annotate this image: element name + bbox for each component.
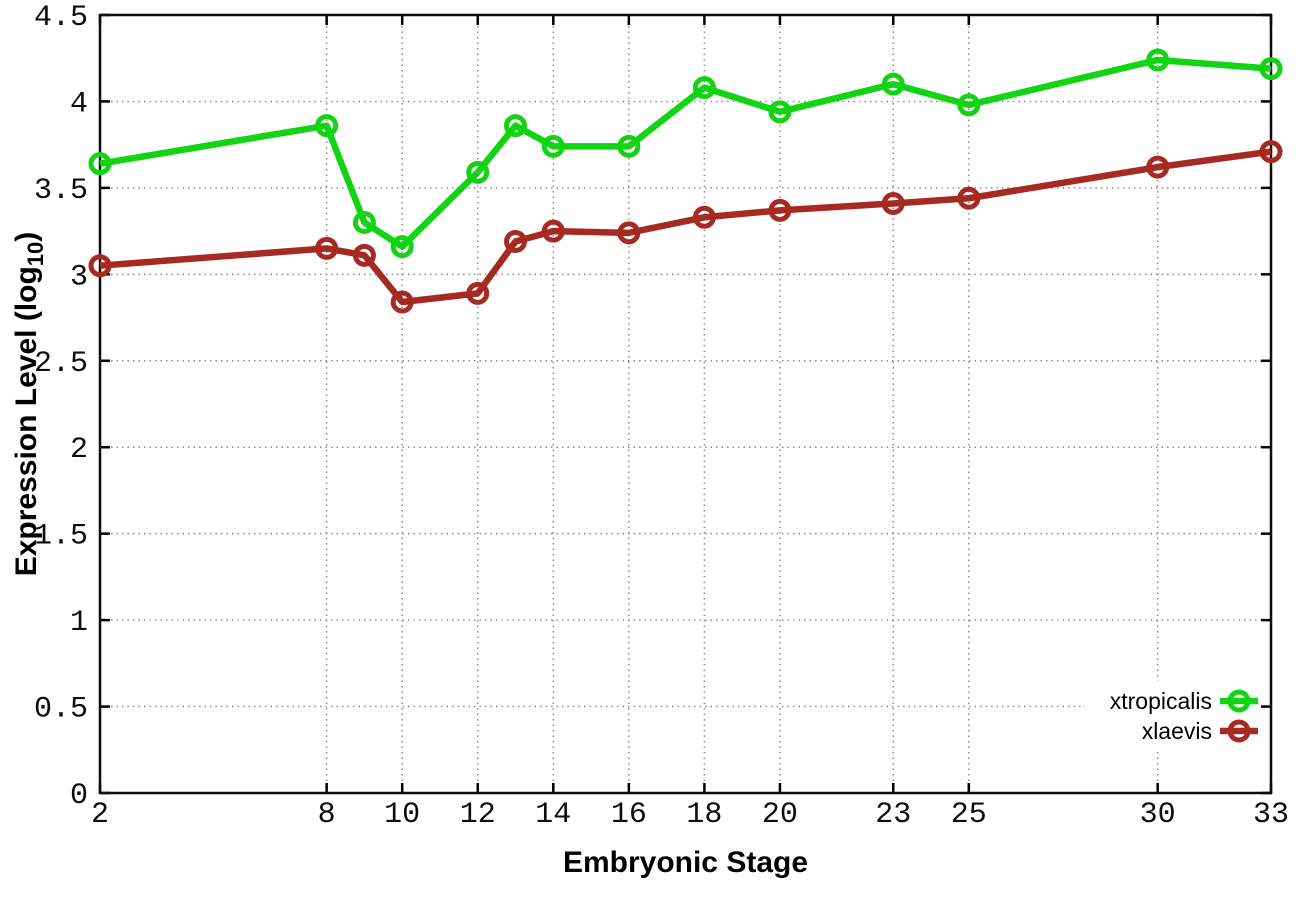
y-tick-label: 3.5: [34, 174, 88, 208]
legend-label-xlaevis: xlaevis: [1142, 718, 1212, 744]
data-point-xtropicalis: [541, 134, 565, 158]
data-point-xlaevis: [466, 281, 490, 305]
data-point-xlaevis: [315, 236, 339, 260]
y-axis-title-subscript: 10: [23, 241, 48, 267]
data-series: [88, 48, 1283, 314]
y-tick-label: 0: [70, 779, 88, 813]
tick-labels: 2 8 10 12 14 16 18 20 23 25 30 33 0 0.5 1 1.5 2 2.5 3 3.5 4 4…: [34, 1, 1289, 832]
y-tick-label: 2.5: [34, 347, 88, 381]
data-point-xlaevis: [768, 198, 792, 222]
data-point-xlaevis: [504, 229, 528, 253]
x-tick-label: 20: [762, 798, 798, 832]
data-point-xlaevis: [692, 205, 716, 229]
data-point-xtropicalis: [1259, 57, 1283, 81]
data-point-xtropicalis: [504, 114, 528, 138]
y-axis-title-suffix: ): [10, 231, 43, 242]
y-tick-label: 3: [70, 260, 88, 294]
x-tick-label: 33: [1253, 798, 1289, 832]
legend-label-xtropicalis: xtropicalis: [1110, 688, 1212, 714]
y-tick-label: 4.5: [34, 1, 88, 35]
legend: xtropicalis xlaevis: [1110, 688, 1258, 744]
legend-sample-marker-xtropicalis: [1227, 689, 1251, 713]
data-point-xtropicalis: [1146, 48, 1170, 72]
data-point-xlaevis: [390, 290, 414, 314]
x-tick-label: 10: [384, 798, 420, 832]
y-tick-label: 1: [70, 606, 88, 640]
data-point-xlaevis: [88, 254, 112, 278]
x-tick-label: 8: [318, 798, 336, 832]
x-tick-label: 25: [951, 798, 987, 832]
series-line-xlaevis: [99, 148, 1272, 306]
x-tick-label: 18: [686, 798, 722, 832]
legend-sample-marker-xlaevis: [1227, 719, 1251, 743]
data-point-xlaevis: [1146, 155, 1170, 179]
data-point-xlaevis: [352, 243, 376, 267]
data-point-xlaevis: [541, 219, 565, 243]
x-tick-label: 12: [460, 798, 496, 832]
y-axis-title: Expression Level (log10): [10, 15, 50, 793]
data-point-xtropicalis: [315, 114, 339, 138]
data-point-xlaevis: [957, 186, 981, 210]
x-tick-label: 2: [91, 798, 109, 832]
data-point-xlaevis: [617, 221, 641, 245]
data-point-xtropicalis: [692, 76, 716, 100]
x-tick-label: 16: [611, 798, 647, 832]
data-point-xtropicalis: [88, 152, 112, 176]
y-tick-label: 2: [70, 433, 88, 467]
plot-border: [98, 13, 1273, 795]
data-point-xtropicalis: [768, 100, 792, 124]
x-tick-label: 30: [1140, 798, 1176, 832]
data-point-xtropicalis: [352, 210, 376, 234]
data-point-xtropicalis: [881, 72, 905, 96]
data-point-xtropicalis: [617, 134, 641, 158]
axes: [98, 13, 1273, 795]
data-point-xtropicalis: [390, 235, 414, 259]
data-point-xtropicalis: [957, 93, 981, 117]
x-axis-title: Embryonic Stage: [562, 846, 809, 879]
y-tick-label: 4: [70, 87, 88, 121]
x-tick-label: 14: [535, 798, 571, 832]
x-tick-label: 23: [875, 798, 911, 832]
data-point-xtropicalis: [466, 160, 490, 184]
y-axis-title-text: Expression Level (log: [10, 266, 43, 577]
y-tick-label: 0.5: [34, 693, 88, 727]
y-tick-label: 1.5: [34, 520, 88, 554]
data-point-xlaevis: [1259, 140, 1283, 164]
data-point-xlaevis: [881, 191, 905, 215]
